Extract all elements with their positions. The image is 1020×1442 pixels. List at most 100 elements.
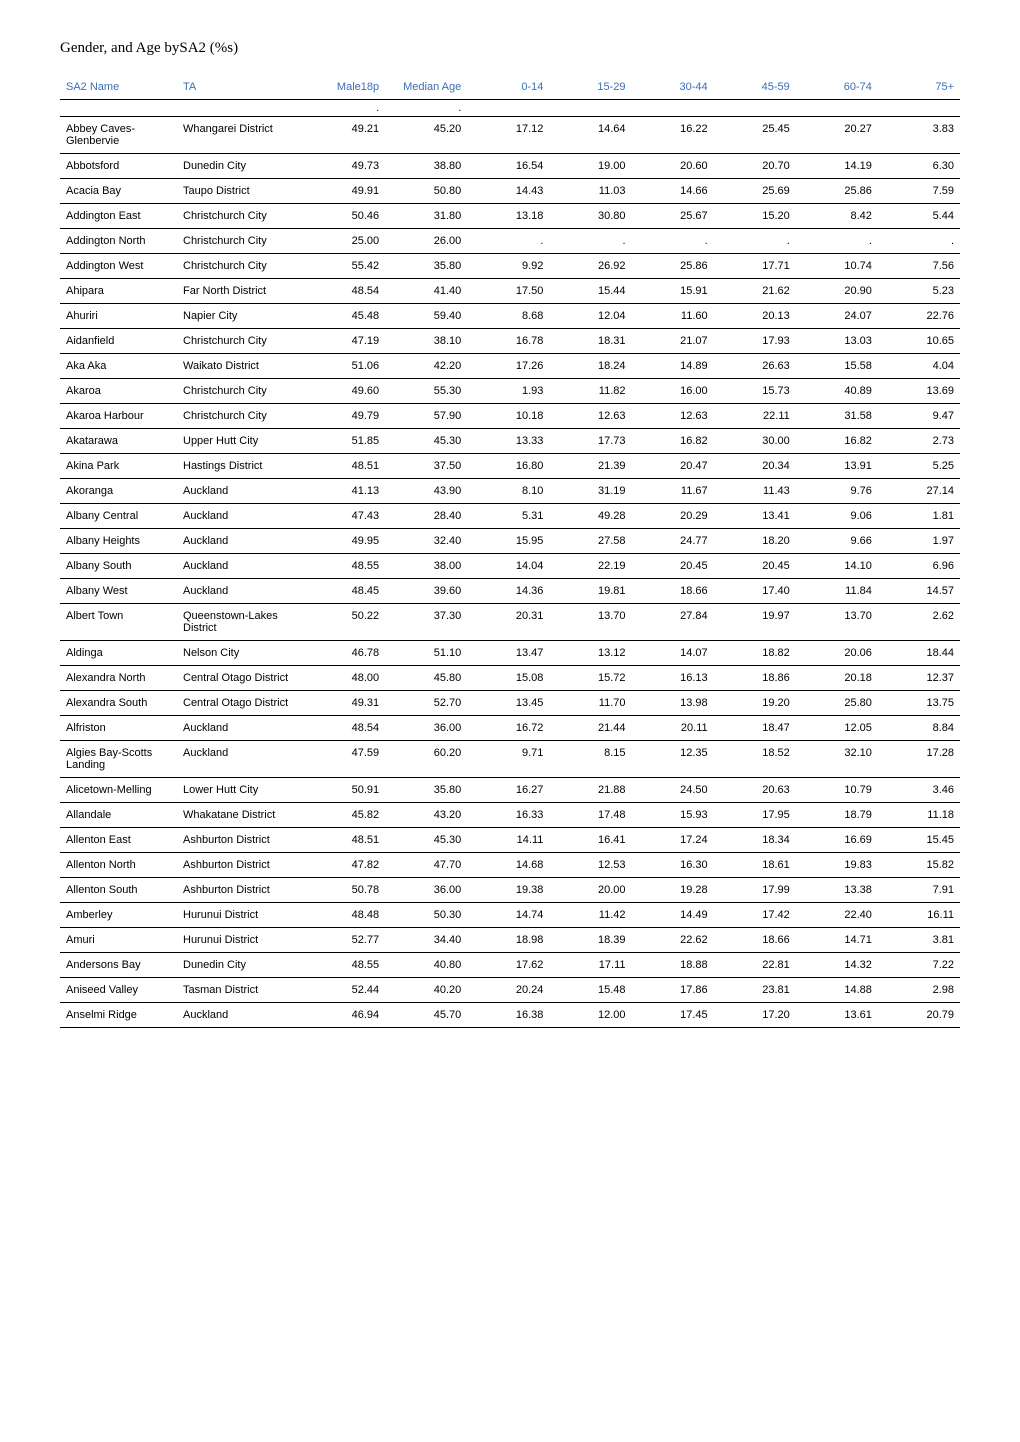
table-cell: 48.54 bbox=[303, 716, 385, 741]
table-row: Abbey Caves-GlenbervieWhangarei District… bbox=[60, 117, 960, 154]
table-cell: Alfriston bbox=[60, 716, 177, 741]
table-cell: Alexandra North bbox=[60, 666, 177, 691]
table-cell: 47.59 bbox=[303, 741, 385, 778]
table-cell: 25.80 bbox=[796, 691, 878, 716]
column-header: Male18p bbox=[303, 75, 385, 100]
table-row: Albany HeightsAuckland49.9532.4015.9527.… bbox=[60, 529, 960, 554]
table-cell: 40.20 bbox=[385, 978, 467, 1003]
table-cell: 48.48 bbox=[303, 903, 385, 928]
table-cell: 18.39 bbox=[549, 928, 631, 953]
table-cell: 18.47 bbox=[714, 716, 796, 741]
table-row: Addington EastChristchurch City50.4631.8… bbox=[60, 204, 960, 229]
table-cell: Abbotsford bbox=[60, 154, 177, 179]
table-row: AllandaleWhakatane District45.8243.2016.… bbox=[60, 803, 960, 828]
table-cell: 14.64 bbox=[549, 117, 631, 154]
table-cell: Dunedin City bbox=[177, 154, 303, 179]
table-cell: 42.20 bbox=[385, 354, 467, 379]
table-cell: 3.81 bbox=[878, 928, 960, 953]
table-cell: 16.00 bbox=[632, 379, 714, 404]
table-row: Algies Bay-Scotts LandingAuckland47.5960… bbox=[60, 741, 960, 778]
table-cell: 52.44 bbox=[303, 978, 385, 1003]
table-cell: 50.78 bbox=[303, 878, 385, 903]
table-cell: 14.07 bbox=[632, 641, 714, 666]
table-cell: 49.79 bbox=[303, 404, 385, 429]
table-cell: 50.91 bbox=[303, 778, 385, 803]
table-cell: 4.04 bbox=[878, 354, 960, 379]
table-cell bbox=[796, 100, 878, 117]
table-cell: Albany Heights bbox=[60, 529, 177, 554]
table-cell: 11.03 bbox=[549, 179, 631, 204]
table-cell: Albert Town bbox=[60, 604, 177, 641]
table-cell: 13.75 bbox=[878, 691, 960, 716]
table-cell: 36.00 bbox=[385, 878, 467, 903]
table-cell: 27.14 bbox=[878, 479, 960, 504]
table-cell: Andersons Bay bbox=[60, 953, 177, 978]
table-row: AkorangaAuckland41.1343.908.1031.1911.67… bbox=[60, 479, 960, 504]
table-cell: Amberley bbox=[60, 903, 177, 928]
table-cell: 7.91 bbox=[878, 878, 960, 903]
table-cell: 17.50 bbox=[467, 279, 549, 304]
table-cell: 13.70 bbox=[549, 604, 631, 641]
table-cell: . bbox=[714, 229, 796, 254]
table-cell: 40.89 bbox=[796, 379, 878, 404]
table-cell: 17.95 bbox=[714, 803, 796, 828]
table-cell: 12.00 bbox=[549, 1003, 631, 1028]
table-cell bbox=[60, 100, 177, 117]
table-cell: 13.12 bbox=[549, 641, 631, 666]
table-cell: 11.82 bbox=[549, 379, 631, 404]
table-cell: 20.45 bbox=[632, 554, 714, 579]
table-cell: 25.00 bbox=[303, 229, 385, 254]
table-cell: Central Otago District bbox=[177, 666, 303, 691]
table-cell: 14.11 bbox=[467, 828, 549, 853]
table-cell: 20.00 bbox=[549, 878, 631, 903]
table-cell: 50.22 bbox=[303, 604, 385, 641]
table-cell: 2.73 bbox=[878, 429, 960, 454]
table-cell: Napier City bbox=[177, 304, 303, 329]
table-cell: 15.73 bbox=[714, 379, 796, 404]
table-cell: 45.70 bbox=[385, 1003, 467, 1028]
column-header: 30-44 bbox=[632, 75, 714, 100]
table-cell: Ahipara bbox=[60, 279, 177, 304]
table-cell: 10.65 bbox=[878, 329, 960, 354]
table-cell: 15.44 bbox=[549, 279, 631, 304]
table-cell: 1.93 bbox=[467, 379, 549, 404]
table-cell: 20.90 bbox=[796, 279, 878, 304]
table-cell: 20.13 bbox=[714, 304, 796, 329]
table-cell: Allenton East bbox=[60, 828, 177, 853]
table-cell: 15.93 bbox=[632, 803, 714, 828]
column-header: SA2 Name bbox=[60, 75, 177, 100]
table-cell: 20.34 bbox=[714, 454, 796, 479]
table-cell: 21.44 bbox=[549, 716, 631, 741]
table-cell: Hurunui District bbox=[177, 903, 303, 928]
table-row: Albany CentralAuckland47.4328.405.3149.2… bbox=[60, 504, 960, 529]
table-row: AidanfieldChristchurch City47.1938.1016.… bbox=[60, 329, 960, 354]
table-cell: Christchurch City bbox=[177, 204, 303, 229]
table-cell bbox=[878, 100, 960, 117]
table-row: Alexandra SouthCentral Otago District49.… bbox=[60, 691, 960, 716]
table-cell: Ashburton District bbox=[177, 828, 303, 853]
table-cell: Anselmi Ridge bbox=[60, 1003, 177, 1028]
table-body: .. Abbey Caves-GlenbervieWhangarei Distri… bbox=[60, 100, 960, 1028]
table-cell: 47.19 bbox=[303, 329, 385, 354]
table-cell bbox=[549, 100, 631, 117]
table-row: Albany WestAuckland48.4539.6014.3619.811… bbox=[60, 579, 960, 604]
table-cell: . bbox=[632, 229, 714, 254]
table-cell: 17.20 bbox=[714, 1003, 796, 1028]
table-cell: Abbey Caves-Glenbervie bbox=[60, 117, 177, 154]
table-cell: Akina Park bbox=[60, 454, 177, 479]
table-row: AhiparaFar North District48.5441.4017.50… bbox=[60, 279, 960, 304]
table-cell: 49.21 bbox=[303, 117, 385, 154]
table-row: AbbotsfordDunedin City49.7338.8016.5419.… bbox=[60, 154, 960, 179]
table-cell: 2.62 bbox=[878, 604, 960, 641]
table-cell: 12.53 bbox=[549, 853, 631, 878]
table-cell: Addington West bbox=[60, 254, 177, 279]
table-cell: 22.40 bbox=[796, 903, 878, 928]
table-cell: 8.15 bbox=[549, 741, 631, 778]
table-cell: 47.70 bbox=[385, 853, 467, 878]
table-cell: 18.66 bbox=[632, 579, 714, 604]
table-cell: 17.86 bbox=[632, 978, 714, 1003]
table-cell: 5.23 bbox=[878, 279, 960, 304]
table-cell: 16.54 bbox=[467, 154, 549, 179]
table-cell: Addington North bbox=[60, 229, 177, 254]
table-row: Albert TownQueenstown-Lakes District50.2… bbox=[60, 604, 960, 641]
